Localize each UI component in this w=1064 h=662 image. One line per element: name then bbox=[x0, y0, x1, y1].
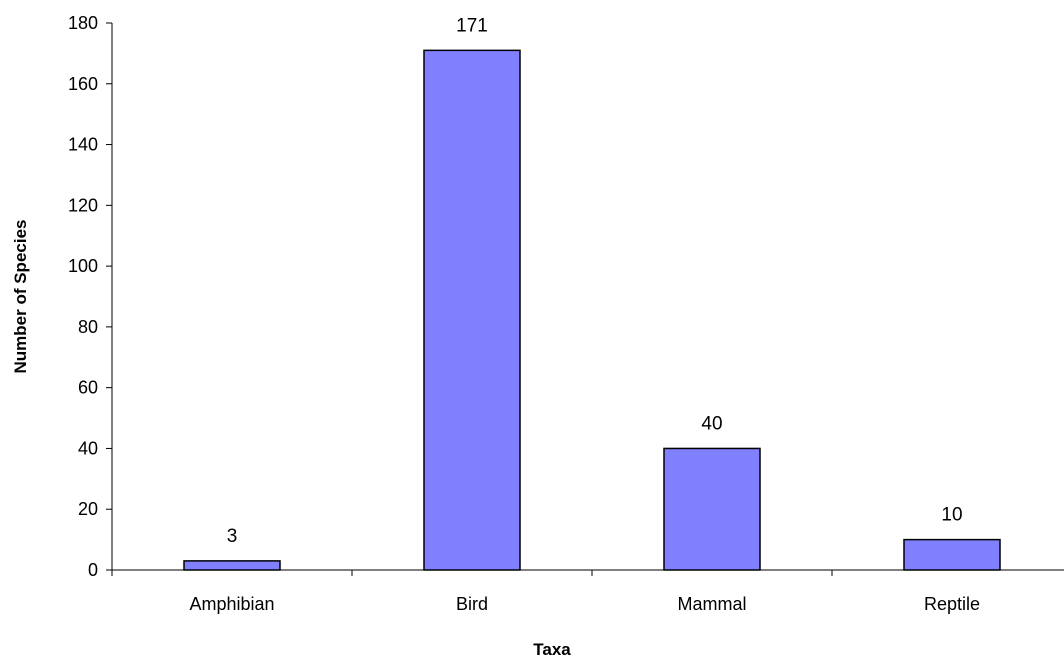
bars bbox=[183, 49, 1001, 571]
y-tick-label: 40 bbox=[78, 438, 98, 458]
data-label-amphibian: 3 bbox=[227, 526, 238, 547]
bar-amphibian bbox=[183, 560, 281, 571]
y-tick-label: 180 bbox=[68, 13, 98, 33]
bar-reptile bbox=[903, 538, 1001, 571]
y-tick-label: 60 bbox=[78, 378, 98, 398]
y-tick-label: 80 bbox=[78, 317, 98, 337]
y-tick-label: 0 bbox=[88, 560, 98, 580]
x-tick-label-amphibian: Amphibian bbox=[189, 594, 274, 614]
y-tick-label: 120 bbox=[68, 195, 98, 215]
y-tick-label: 160 bbox=[68, 74, 98, 94]
data-label-bird: 171 bbox=[456, 15, 488, 36]
data-label-reptile: 10 bbox=[941, 505, 962, 526]
bar-bird bbox=[423, 49, 521, 571]
bar-mammal bbox=[663, 447, 761, 571]
x-axis-title: Taxa bbox=[533, 640, 571, 659]
x-tick-label-reptile: Reptile bbox=[924, 594, 980, 614]
axes: 0 20 40 60 80 100 120 140 160 180 bbox=[68, 13, 1064, 580]
labels: 3 Amphibian 171 Bird 40 Mammal 10 Reptile bbox=[189, 15, 980, 614]
data-label-mammal: 40 bbox=[701, 413, 722, 434]
x-tick-label-mammal: Mammal bbox=[677, 594, 746, 614]
y-axis-title: Number of Species bbox=[11, 220, 30, 374]
y-tick-label: 100 bbox=[68, 256, 98, 276]
x-tick-label-bird: Bird bbox=[456, 594, 488, 614]
y-tick-label: 20 bbox=[78, 499, 98, 519]
y-tick-label: 140 bbox=[68, 135, 98, 155]
